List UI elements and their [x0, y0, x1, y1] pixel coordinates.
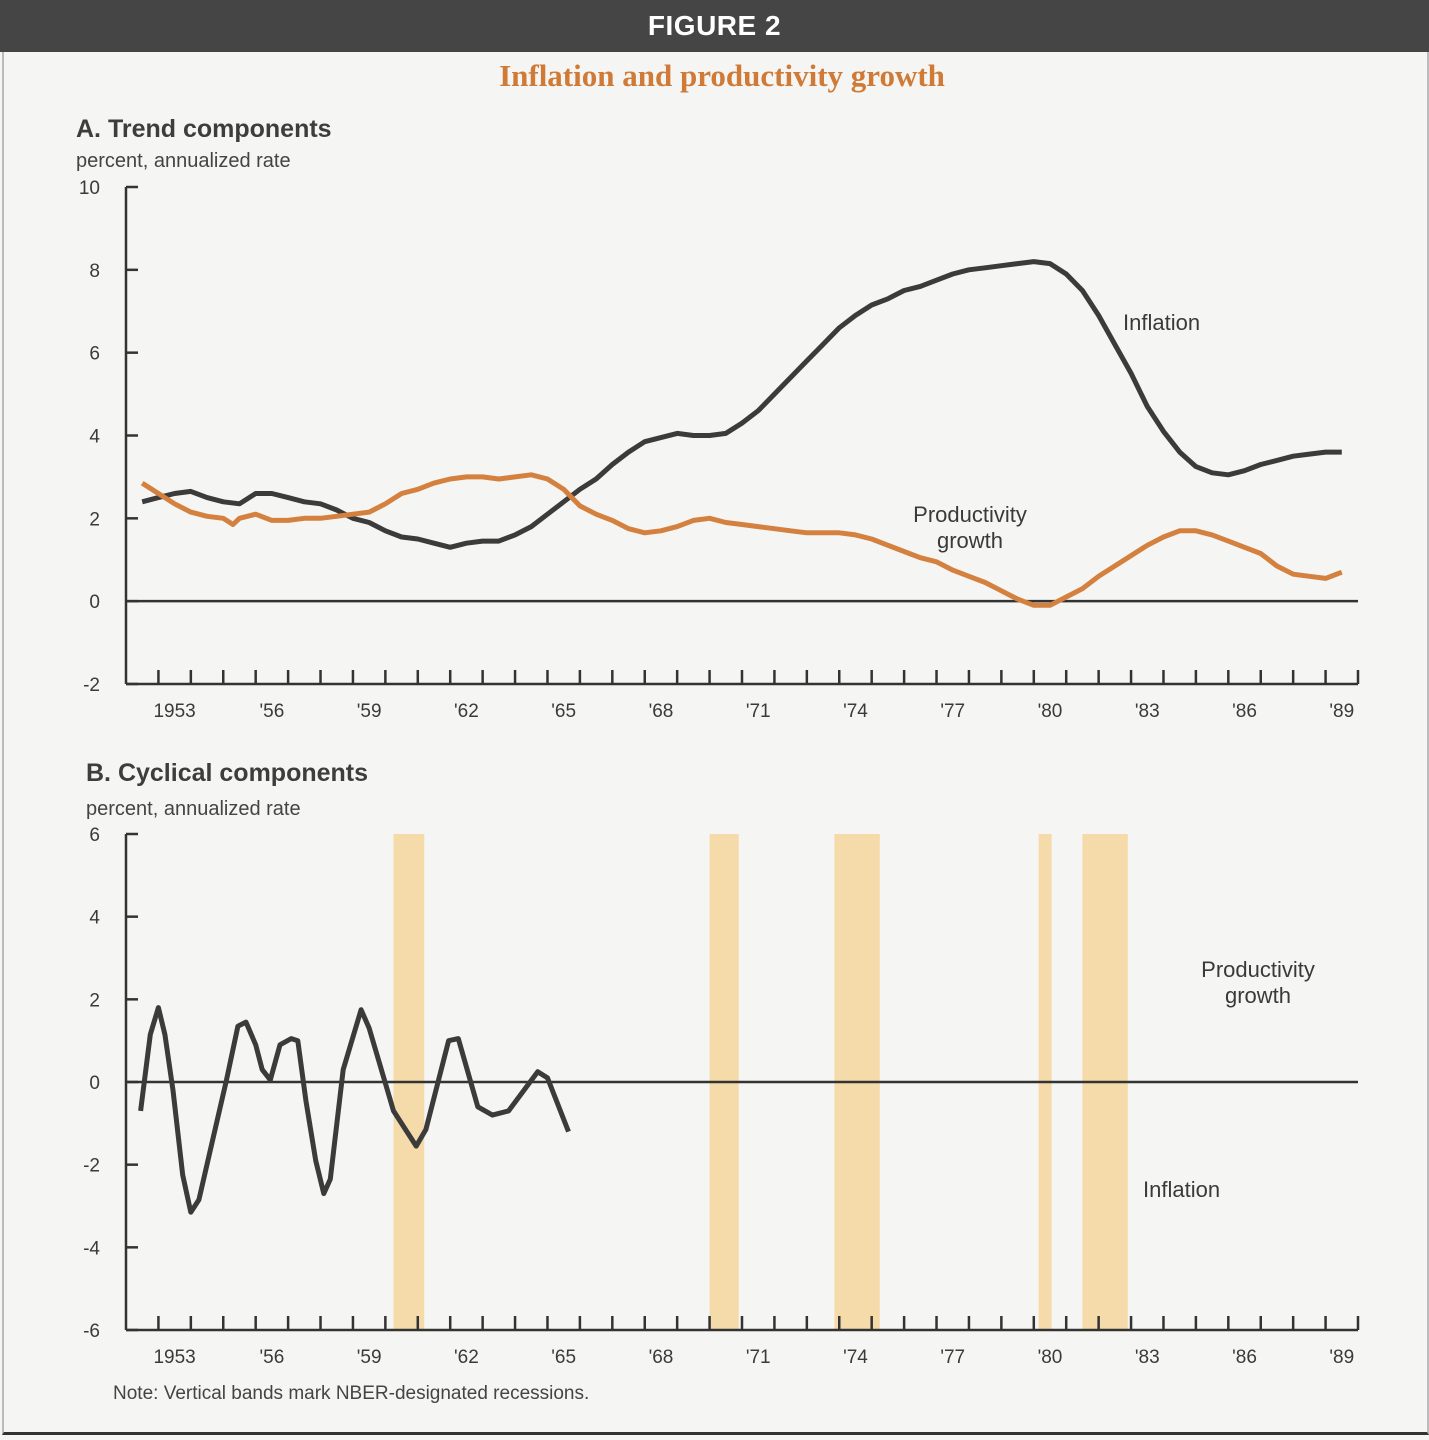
chart-note: Note: Vertical bands mark NBER-designate…	[113, 1383, 589, 1404]
x-tick-label: '86	[1232, 1347, 1257, 1368]
x-tick-label: '83	[1135, 701, 1160, 722]
y-tick-label: -6	[83, 1321, 100, 1342]
x-tick-label: '74	[843, 701, 868, 722]
y-tick-label: 2	[89, 509, 100, 530]
x-tick-label: '80	[1038, 701, 1063, 722]
x-tick-label: '86	[1232, 701, 1257, 722]
x-tick-label: '59	[357, 701, 382, 722]
x-tick-label: '65	[551, 1347, 576, 1368]
y-tick-label: 4	[89, 427, 100, 448]
series-line-inflation	[141, 259, 1342, 550]
y-tick-label: 2	[89, 990, 100, 1011]
x-tick-label: '71	[746, 1347, 771, 1368]
series-annotation-productivity: growth	[937, 528, 1003, 553]
x-tick-label: '74	[843, 1347, 868, 1368]
x-tick-label: '65	[551, 701, 576, 722]
y-tick-label: 10	[79, 178, 100, 199]
y-tick-label: -2	[83, 1156, 100, 1177]
x-tick-label: '59	[357, 1347, 382, 1368]
y-tick-label: 8	[89, 261, 100, 282]
panel-a: 10 8 6 4 2 0 -2 1953 '56 '59 '62 '65 '68 '71 '74 '77 '80…	[79, 178, 1360, 722]
panel-b: 6 4 2 0 -2 -4 -6 1953 '56 '59 '62 '65 '68 '71 '74 '77 '8…	[83, 825, 1360, 1368]
series-line-productivity	[140, 472, 1343, 608]
x-tick-label: '68	[649, 1347, 674, 1368]
x-tick-label: '89	[1329, 1347, 1354, 1368]
series-line-inflation	[138, 1005, 571, 1215]
y-tick-label: -4	[83, 1238, 100, 1259]
series-annotation-inflation: Inflation	[1123, 310, 1200, 335]
series-annotation-productivity: Productivity	[1201, 957, 1315, 982]
y-tick-label: 0	[89, 1073, 100, 1094]
x-tick-label: '71	[746, 701, 771, 722]
panel-b-title: B. Cyclical components	[86, 759, 368, 787]
x-tick-label: '56	[260, 701, 285, 722]
x-tick-label: 1953	[153, 1347, 195, 1368]
x-tick-label: '56	[260, 1347, 285, 1368]
x-tick-label: '62	[454, 701, 479, 722]
panel-a-ylabel: percent, annualized rate	[76, 150, 291, 172]
panel-a-title: A. Trend components	[76, 115, 332, 143]
series-annotation-productivity: growth	[1225, 983, 1291, 1008]
chart-title: Inflation and productivity growth	[499, 58, 945, 93]
figure-frame	[2, 52, 1429, 1435]
x-tick-label: '68	[649, 701, 674, 722]
figure-label: FIGURE 2	[0, 0, 1429, 52]
x-tick-label: '77	[940, 701, 965, 722]
series-annotation-productivity: Productivity	[913, 502, 1027, 527]
panel-b-ylabel: percent, annualized rate	[86, 798, 301, 820]
x-tick-label: '89	[1329, 701, 1354, 722]
y-tick-label: 6	[89, 344, 100, 365]
x-tick-label: '83	[1135, 1347, 1160, 1368]
x-tick-label: '62	[454, 1347, 479, 1368]
series-annotation-inflation: Inflation	[1143, 1177, 1220, 1202]
y-tick-label: 0	[89, 592, 100, 613]
x-tick-label: '77	[940, 1347, 965, 1368]
x-tick-label: 1953	[153, 701, 195, 722]
y-tick-label: -2	[83, 675, 100, 696]
x-tick-label: '80	[1038, 1347, 1063, 1368]
y-tick-label: 4	[89, 908, 100, 929]
y-tick-label: 6	[89, 825, 100, 846]
